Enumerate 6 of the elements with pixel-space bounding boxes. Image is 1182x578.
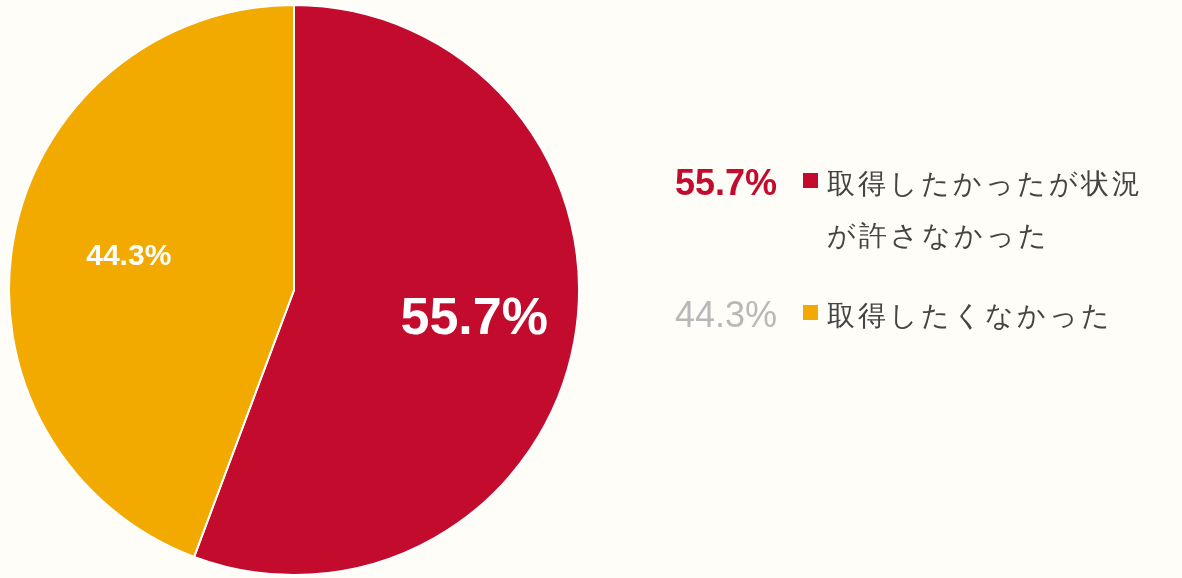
legend-label: 取得したくなかった	[827, 300, 1113, 331]
text: 44.3%	[674, 294, 777, 335]
text: 55.7%	[674, 162, 777, 203]
data-label: 44.3%	[86, 237, 172, 271]
data-label: 55.7%	[400, 287, 548, 346]
legend-label: 取得したかったが状況が許さなかった	[827, 168, 1143, 251]
